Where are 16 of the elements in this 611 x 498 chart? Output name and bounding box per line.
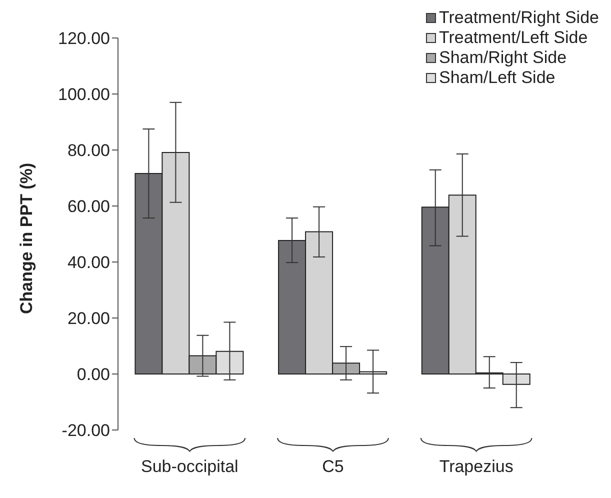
x-tick-label: Sub-occipital bbox=[141, 457, 238, 476]
legend-label: Sham/Left Side bbox=[439, 68, 556, 88]
x-tick-label: Trapezius bbox=[439, 457, 514, 476]
legend-label: Treatment/Right Side bbox=[439, 8, 599, 28]
y-tick-label: 120.00 bbox=[58, 29, 110, 48]
y-tick-label: 100.00 bbox=[58, 85, 110, 104]
legend-label: Sham/Right Side bbox=[439, 48, 567, 68]
y-axis-title: Change in PPT (%) bbox=[17, 162, 36, 314]
y-tick-label: 20.00 bbox=[67, 309, 110, 328]
x-tick-label: C5 bbox=[322, 457, 344, 476]
y-tick-label: 40.00 bbox=[67, 253, 110, 272]
y-tick-label: 80.00 bbox=[67, 141, 110, 160]
y-tick-label: 0.00 bbox=[76, 365, 110, 384]
y-tick-label: -20.00 bbox=[62, 421, 110, 440]
y-tick-label: 60.00 bbox=[67, 197, 110, 216]
legend-label: Treatment/Left Side bbox=[439, 28, 588, 48]
